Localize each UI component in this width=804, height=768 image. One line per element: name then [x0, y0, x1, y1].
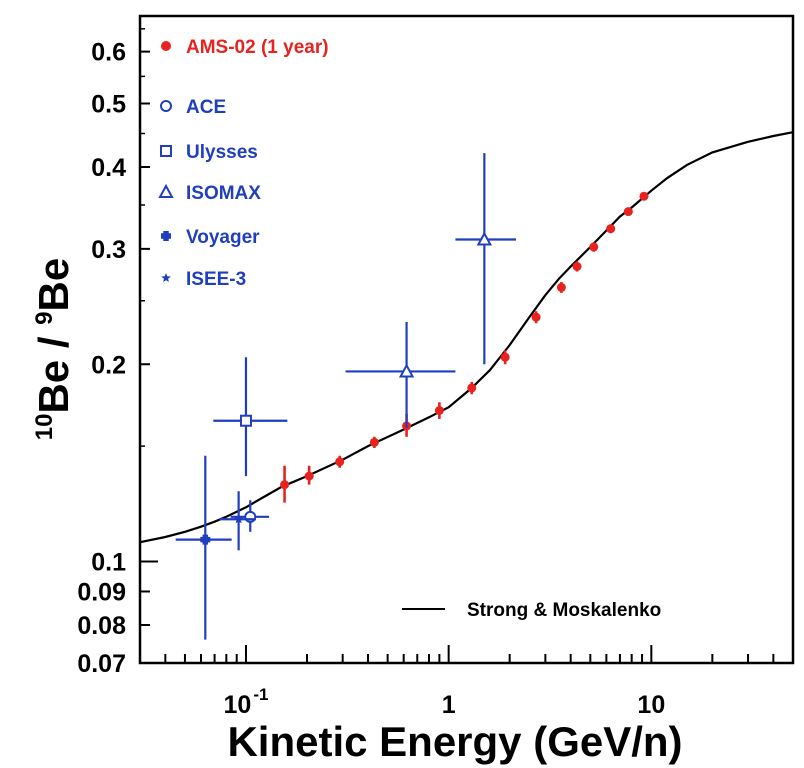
y-tick-label: 0.3 [91, 236, 126, 264]
data-point [304, 471, 314, 481]
data-point [500, 352, 510, 362]
model-curve-line [139, 131, 794, 544]
data-point [335, 457, 345, 467]
y-tick-label: 0.6 [91, 39, 126, 67]
plot-area [139, 131, 794, 640]
legend-item: ISEE-3 [161, 269, 246, 290]
y-axis-title: 10Be / 9Be [30, 258, 77, 440]
data-point [531, 312, 541, 322]
legend-marker [161, 273, 171, 282]
y-axis-title-be1: Be [30, 360, 77, 414]
y-axis-title-be2: Be [30, 258, 77, 312]
plot-frame [138, 14, 795, 665]
x-tick-label-base: 10 [637, 691, 665, 719]
tick-labels: 10 -1 1 100.60.50.40.30.20.10.090.080.07 [77, 39, 665, 719]
data-point [476, 231, 493, 246]
data-point [467, 383, 477, 393]
y-tick-label: 0.07 [77, 650, 126, 678]
y-tick-label: 0.5 [91, 91, 126, 119]
legend-item-model: Strong & Moskalenko [402, 600, 661, 621]
legend-marker [161, 231, 171, 241]
series-ams-02-1-year [280, 191, 649, 503]
data-point [280, 480, 290, 490]
y-tick-label: 0.09 [77, 578, 126, 606]
legend-label: ISOMAX [186, 183, 261, 204]
y-tick-label: 0.1 [91, 549, 126, 577]
data-point [233, 514, 244, 524]
x-tick-label-base: 10 [224, 691, 252, 719]
data-point [239, 414, 252, 427]
y-tick-label: 0.4 [91, 154, 126, 182]
data-point [639, 191, 649, 201]
y-axis-title-sup: 9 [31, 311, 58, 324]
y-tick-label: 0.08 [77, 612, 126, 640]
data-point [200, 534, 211, 545]
x-tick-label: 10 -1 [224, 685, 269, 719]
axis-ticks [139, 28, 794, 664]
legend-marker [160, 145, 172, 157]
data-point [572, 261, 582, 271]
data-point [589, 242, 599, 252]
data-point [623, 207, 633, 217]
legend-item: AMS-02 (1 year) [161, 37, 329, 58]
data-point [369, 437, 379, 447]
legend-marker [161, 41, 171, 51]
x-tick-label-base: 1 [442, 691, 456, 719]
legend: AMS-02 (1 year) ACE Ulysses ISOMAX Voyager IS… [158, 37, 661, 621]
x-tick-label: 1 [442, 691, 456, 719]
series-voyager [175, 455, 232, 640]
data-point [556, 282, 566, 292]
x-tick-label: 10 [637, 691, 665, 719]
data-point [434, 405, 444, 415]
legend-item: Voyager [161, 227, 260, 248]
series-ulysses [213, 357, 288, 477]
y-tick-label: 0.2 [91, 351, 126, 379]
legend-label: Ulysses [186, 142, 258, 163]
legend-label: ISEE-3 [186, 269, 246, 290]
legend-item: ACE [160, 97, 226, 118]
data-point [398, 363, 415, 378]
legend-label: AMS-02 (1 year) [186, 37, 329, 58]
x-tick-label-exponent: -1 [253, 685, 268, 704]
legend-marker [158, 183, 174, 198]
legend-marker [160, 100, 172, 112]
series-isomax [345, 153, 517, 428]
y-axis-title-pre: 10 [31, 414, 58, 441]
legend-item: Ulysses [160, 142, 258, 163]
legend-item: ISOMAX [158, 183, 261, 204]
series-isee-3 [219, 491, 256, 551]
legend-label: Voyager [186, 227, 260, 248]
legend-label: Strong & Moskalenko [467, 600, 661, 621]
data-point [606, 224, 616, 234]
y-axis-title-slash: / [30, 325, 77, 360]
x-axis-title: Kinetic Energy (GeV/n) [227, 718, 682, 765]
legend-label: ACE [186, 97, 226, 118]
